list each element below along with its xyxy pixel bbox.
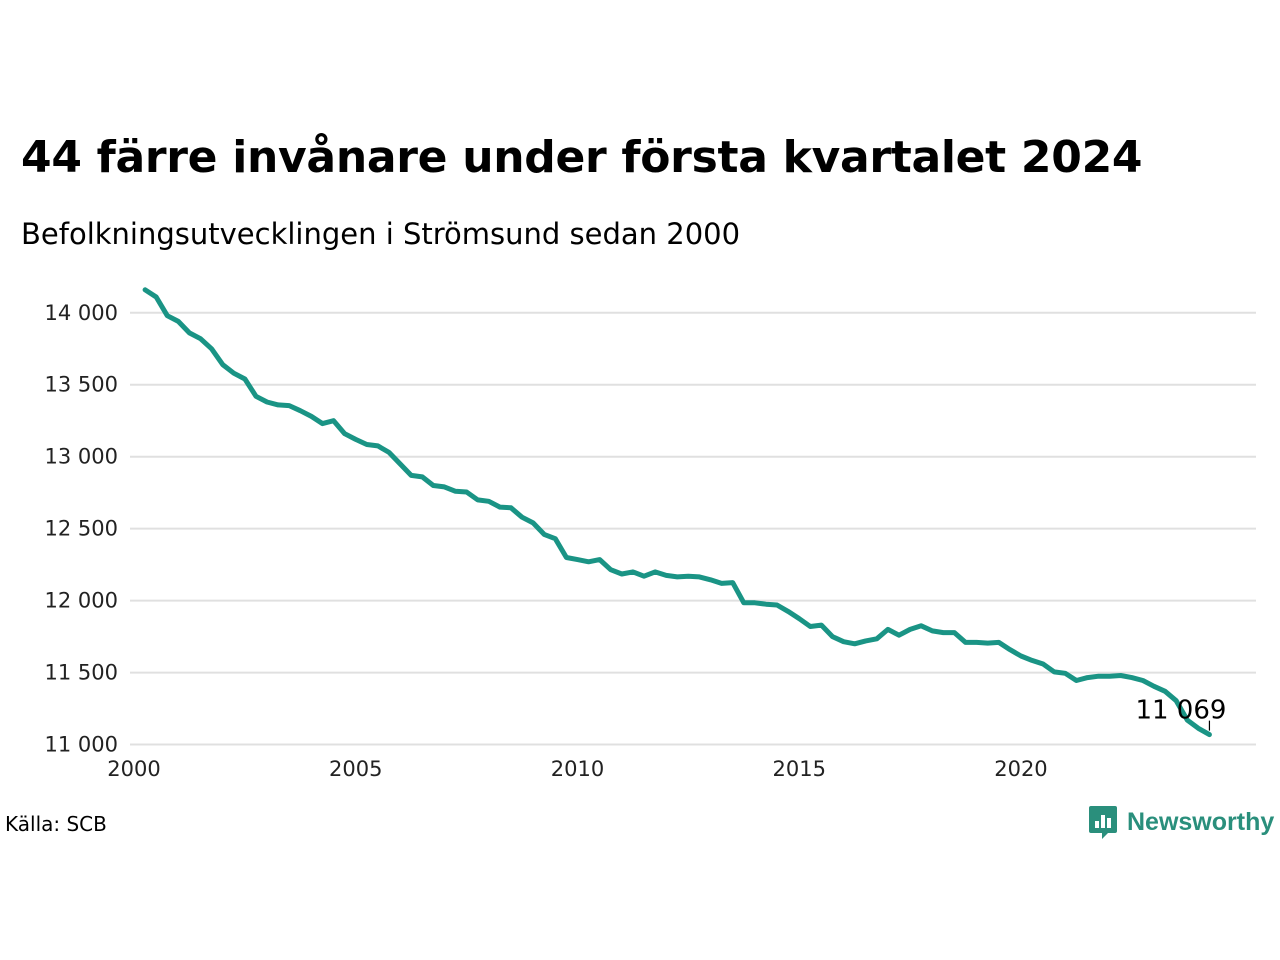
y-tick-label: 13 000: [45, 445, 118, 469]
x-tick-label: 2000: [107, 757, 160, 781]
y-tick-label: 13 500: [45, 373, 118, 397]
brand-logo: Newsworthy: [1088, 804, 1274, 840]
chart-subtitle: Befolkningsutvecklingen i Strömsund seda…: [21, 217, 741, 251]
x-tick-label: 2005: [329, 757, 382, 781]
x-axis: 2000 2005 2010 2015 2020: [107, 757, 1047, 781]
source-note: Källa: SCB: [5, 812, 107, 836]
gridlines: [130, 311, 1256, 746]
series-group: [142, 287, 1212, 738]
line-chart: 11 000 11 500 12 000 12 500 13 000 13 500 14 0…: [45, 287, 1256, 781]
y-tick-label: 12 000: [45, 589, 118, 613]
brand-name: Newsworthy: [1127, 807, 1275, 836]
population-line: [142, 287, 1212, 738]
y-tick-label: 14 000: [45, 301, 118, 325]
y-axis: 11 000 11 500 12 000 12 500 13 000 13 500 14 0…: [45, 301, 118, 757]
y-tick-label: 11 500: [45, 661, 118, 685]
y-tick-label: 11 000: [45, 733, 118, 757]
x-tick-label: 2010: [551, 757, 604, 781]
x-tick-label: 2020: [994, 757, 1047, 781]
y-tick-label: 12 500: [45, 517, 118, 541]
last-value-label: 11 069: [1135, 696, 1226, 726]
chart-title: 44 färre invånare under första kvartalet…: [21, 132, 1143, 183]
annotation-group: 11 069: [1135, 696, 1226, 731]
x-tick-label: 2015: [772, 757, 825, 781]
bar-chart-speech-bubble-icon: [1089, 806, 1117, 839]
